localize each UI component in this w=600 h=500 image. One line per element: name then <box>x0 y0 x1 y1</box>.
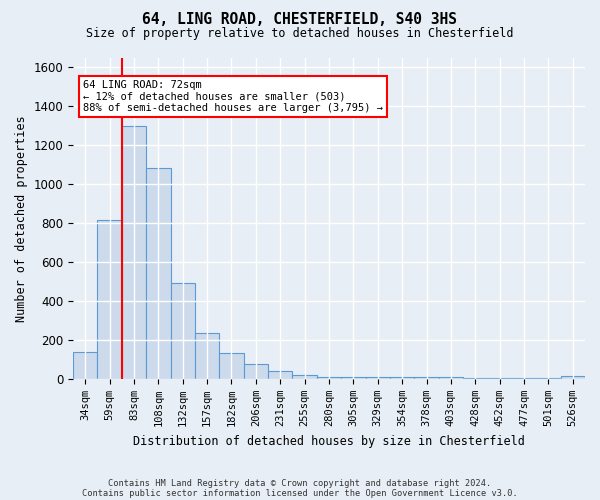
Bar <box>244 364 268 379</box>
Text: 64, LING ROAD, CHESTERFIELD, S40 3HS: 64, LING ROAD, CHESTERFIELD, S40 3HS <box>143 12 458 28</box>
Bar <box>463 378 487 379</box>
Bar <box>146 168 170 379</box>
Bar <box>487 378 512 379</box>
Bar <box>73 352 97 379</box>
Bar <box>560 376 585 379</box>
Bar <box>97 220 122 379</box>
Text: Contains public sector information licensed under the Open Government Licence v3: Contains public sector information licen… <box>82 488 518 498</box>
Text: Contains HM Land Registry data © Crown copyright and database right 2024.: Contains HM Land Registry data © Crown c… <box>109 478 491 488</box>
Bar <box>439 378 463 379</box>
Bar <box>341 377 365 379</box>
Bar <box>512 378 536 379</box>
Bar <box>317 376 341 379</box>
Text: 64 LING ROAD: 72sqm
← 12% of detached houses are smaller (503)
88% of semi-detac: 64 LING ROAD: 72sqm ← 12% of detached ho… <box>83 80 383 113</box>
Bar <box>415 378 439 379</box>
Bar <box>390 378 415 379</box>
Bar <box>365 377 390 379</box>
Bar <box>292 374 317 379</box>
Bar <box>170 284 195 379</box>
Bar <box>536 378 560 379</box>
Text: Size of property relative to detached houses in Chesterfield: Size of property relative to detached ho… <box>86 28 514 40</box>
Bar <box>122 126 146 379</box>
Bar <box>195 333 220 379</box>
Bar <box>268 371 292 379</box>
Y-axis label: Number of detached properties: Number of detached properties <box>15 115 28 322</box>
Bar <box>220 352 244 379</box>
X-axis label: Distribution of detached houses by size in Chesterfield: Distribution of detached houses by size … <box>133 434 525 448</box>
